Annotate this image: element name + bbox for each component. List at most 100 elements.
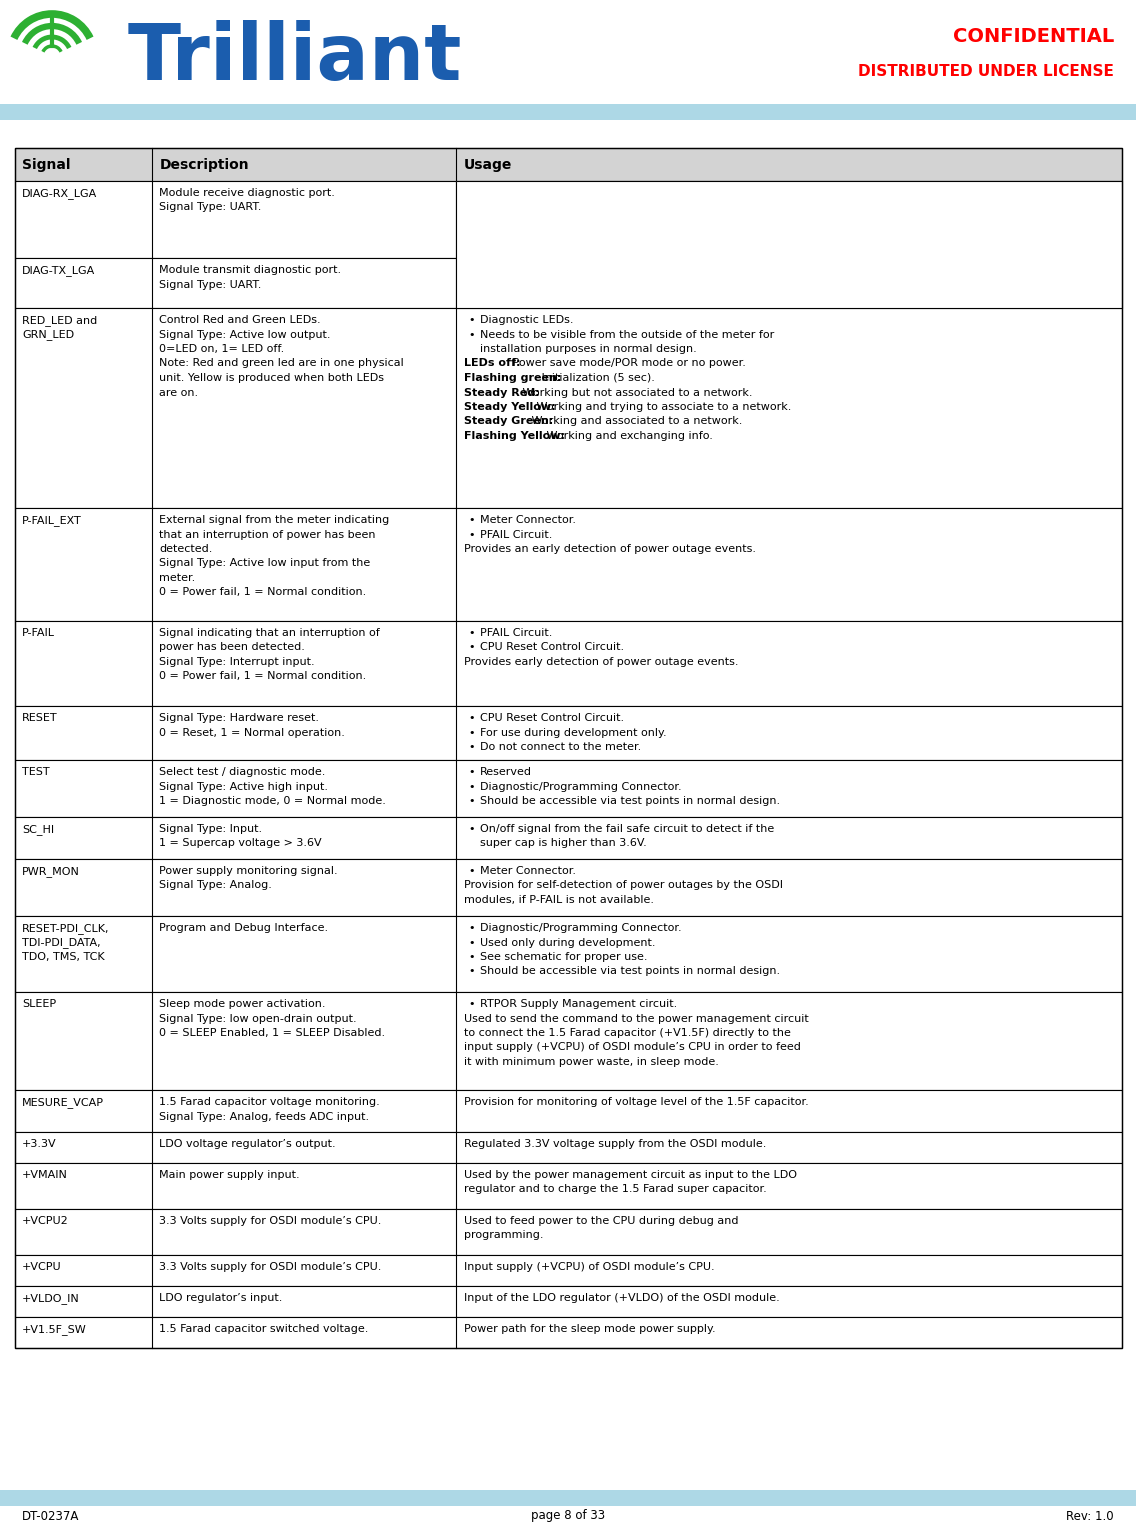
Text: TDO, TMS, TCK: TDO, TMS, TCK [22, 952, 105, 961]
Text: it with minimum power waste, in sleep mode.: it with minimum power waste, in sleep mo… [463, 1058, 719, 1067]
Text: Power supply monitoring signal.: Power supply monitoring signal. [159, 865, 337, 876]
Text: Default baud rate is set to 9.6 kbps in diagnostic mode: Default baud rate is set to 9.6 kbps in … [481, 217, 787, 227]
Text: MESURE_VCAP: MESURE_VCAP [22, 1097, 105, 1108]
Text: Flashing Yellow:: Flashing Yellow: [463, 430, 565, 441]
Text: Main power supply input.: Main power supply input. [159, 1170, 300, 1180]
Text: +VLDO_IN: +VLDO_IN [22, 1293, 80, 1303]
Text: 0 = SLEEP Enabled, 1 = SLEEP Disabled.: 0 = SLEEP Enabled, 1 = SLEEP Disabled. [159, 1029, 385, 1038]
Text: LDO voltage regulator’s output.: LDO voltage regulator’s output. [159, 1138, 335, 1149]
Text: Module transmit diagnostic port.: Module transmit diagnostic port. [159, 266, 341, 275]
Text: Should be accessible via test points in normal design.: Should be accessible via test points in … [481, 966, 780, 977]
Text: Control Red and Green LEDs.: Control Red and Green LEDs. [159, 314, 320, 325]
Text: Diagnostic/Programming Connector.: Diagnostic/Programming Connector. [481, 781, 682, 792]
Text: •: • [468, 246, 475, 256]
Text: 0 = Power fail, 1 = Normal condition.: 0 = Power fail, 1 = Normal condition. [159, 588, 366, 598]
Text: 0 = Reset, 1 = Normal operation.: 0 = Reset, 1 = Normal operation. [159, 728, 345, 737]
Text: SC_HI: SC_HI [22, 824, 55, 835]
Text: Steady Green:: Steady Green: [463, 417, 553, 426]
Text: Do not connect to the meter.: Do not connect to the meter. [481, 742, 641, 752]
Bar [15, 308, 1122, 508]
Text: CPU Reset Control Circuit.: CPU Reset Control Circuit. [481, 642, 624, 653]
Bar [15, 1209, 1122, 1254]
Text: +V1.5F_SW: +V1.5F_SW [22, 1325, 86, 1335]
Text: •: • [468, 742, 475, 752]
Text: Signal indicating that an interruption of: Signal indicating that an interruption o… [159, 629, 379, 638]
Text: RESET-PDI_CLK,: RESET-PDI_CLK, [22, 923, 109, 934]
Text: Diagnostic USB Port.: Diagnostic USB Port. [481, 203, 594, 212]
Text: Signal Type: Active low input from the: Signal Type: Active low input from the [159, 559, 370, 569]
Bar [15, 992, 1122, 1090]
Text: Signal Type: Hardware reset.: Signal Type: Hardware reset. [159, 713, 319, 723]
Text: DISTRIBUTED UNDER LICENSE: DISTRIBUTED UNDER LICENSE [858, 64, 1114, 79]
Text: 0 = Power fail, 1 = Normal condition.: 0 = Power fail, 1 = Normal condition. [159, 671, 366, 682]
Text: Diagnostic serial port: Diagnostic serial port [481, 188, 599, 198]
Text: P-FAIL: P-FAIL [22, 629, 55, 638]
Text: •: • [468, 966, 475, 977]
Text: DIAG-RX_LGA: DIAG-RX_LGA [22, 188, 98, 198]
Text: Signal Type: Active high input.: Signal Type: Active high input. [159, 781, 328, 792]
Text: 1.5 Farad capacitor switched voltage.: 1.5 Farad capacitor switched voltage. [159, 1325, 368, 1334]
Text: detected.: detected. [159, 543, 212, 554]
Text: Signal Type: UART.: Signal Type: UART. [159, 203, 261, 212]
Text: For use during development only.: For use during development only. [481, 728, 667, 737]
Text: 3.3 Volts supply for OSDI module’s CPU.: 3.3 Volts supply for OSDI module’s CPU. [159, 1216, 382, 1225]
Text: DIAG-TX_LGA: DIAG-TX_LGA [22, 266, 95, 276]
Text: Signal Type: UART.: Signal Type: UART. [159, 279, 261, 290]
Text: •: • [468, 530, 475, 540]
Text: •: • [468, 330, 475, 339]
Text: •: • [468, 937, 475, 948]
Bar [15, 508, 1122, 621]
Text: Note: Red and green led are in one physical: Note: Red and green led are in one physi… [159, 359, 403, 368]
Text: modules, if P-FAIL is not available.: modules, if P-FAIL is not available. [463, 896, 654, 905]
Text: Signal Type: Input.: Signal Type: Input. [159, 824, 262, 835]
Text: Provides an early detection of power outage events.: Provides an early detection of power out… [463, 543, 755, 554]
Text: that an interruption of power has been: that an interruption of power has been [159, 530, 376, 540]
Text: PFAIL Circuit.: PFAIL Circuit. [481, 629, 552, 638]
Text: +3.3V: +3.3V [22, 1138, 57, 1149]
Text: Working and trying to associate to a network.: Working and trying to associate to a net… [534, 401, 792, 412]
Text: Provides early detection of power outage events.: Provides early detection of power outage… [463, 658, 738, 667]
Text: RTPOR Supply Management circuit.: RTPOR Supply Management circuit. [481, 1000, 677, 1009]
Bar [15, 258, 1122, 308]
Text: Meter Connector.: Meter Connector. [481, 865, 576, 876]
Text: GRN_LED: GRN_LED [22, 330, 74, 340]
Text: •: • [468, 217, 475, 227]
Text: power has been detected.: power has been detected. [159, 642, 304, 653]
Text: •: • [468, 1000, 475, 1009]
Bar [15, 148, 1122, 182]
Text: Diagnostic LEDs.: Diagnostic LEDs. [481, 314, 574, 325]
Bar [0, 104, 1136, 121]
Text: Signal: Signal [22, 157, 70, 171]
Bar [15, 1132, 1122, 1163]
Text: •: • [468, 952, 475, 961]
Text: CONFIDENTIAL: CONFIDENTIAL [953, 26, 1114, 46]
Text: Power path for the sleep mode power supply.: Power path for the sleep mode power supp… [463, 1325, 716, 1334]
Text: Provision for self-detection of power outages by the OSDI: Provision for self-detection of power ou… [463, 881, 783, 891]
Text: Provision for monitoring of voltage level of the 1.5F capacitor.: Provision for monitoring of voltage leve… [463, 1097, 809, 1106]
Bar [15, 1286, 1122, 1317]
Text: Used to feed power to the CPU during debug and: Used to feed power to the CPU during deb… [463, 1216, 738, 1225]
Text: Steady Red:: Steady Red: [463, 388, 540, 397]
Text: page 8 of 33: page 8 of 33 [531, 1509, 605, 1523]
Bar [15, 1163, 1122, 1209]
Text: Usage: Usage [463, 157, 512, 171]
Text: Regulated 3.3V voltage supply from the OSDI module.: Regulated 3.3V voltage supply from the O… [463, 1138, 767, 1149]
Text: RED_LED and: RED_LED and [22, 314, 98, 327]
Text: super cap is higher than 3.6V.: super cap is higher than 3.6V. [481, 838, 646, 848]
Text: and 19.2 kbps in trace mode.: and 19.2 kbps in trace mode. [481, 232, 644, 241]
Text: Should be accessible via test points in normal design.: Should be accessible via test points in … [481, 797, 780, 806]
Text: 0=LED on, 1= LED off.: 0=LED on, 1= LED off. [159, 343, 284, 354]
Bar [15, 182, 1122, 258]
Bar [15, 816, 1122, 859]
Text: Initialization (5 sec).: Initialization (5 sec). [538, 372, 655, 383]
Text: Signal Type: Interrupt input.: Signal Type: Interrupt input. [159, 658, 315, 667]
Bar [15, 1254, 1122, 1286]
Text: •: • [468, 629, 475, 638]
Text: LEDs off:: LEDs off: [463, 359, 520, 368]
Text: •: • [468, 781, 475, 792]
Text: Should be accessible via test points in normal design.: Should be accessible via test points in … [481, 246, 780, 256]
Bar [15, 760, 1122, 816]
Text: TDI-PDI_DATA,: TDI-PDI_DATA, [22, 937, 101, 948]
Bar [15, 1317, 1122, 1347]
Text: PFAIL Circuit.: PFAIL Circuit. [481, 530, 552, 540]
